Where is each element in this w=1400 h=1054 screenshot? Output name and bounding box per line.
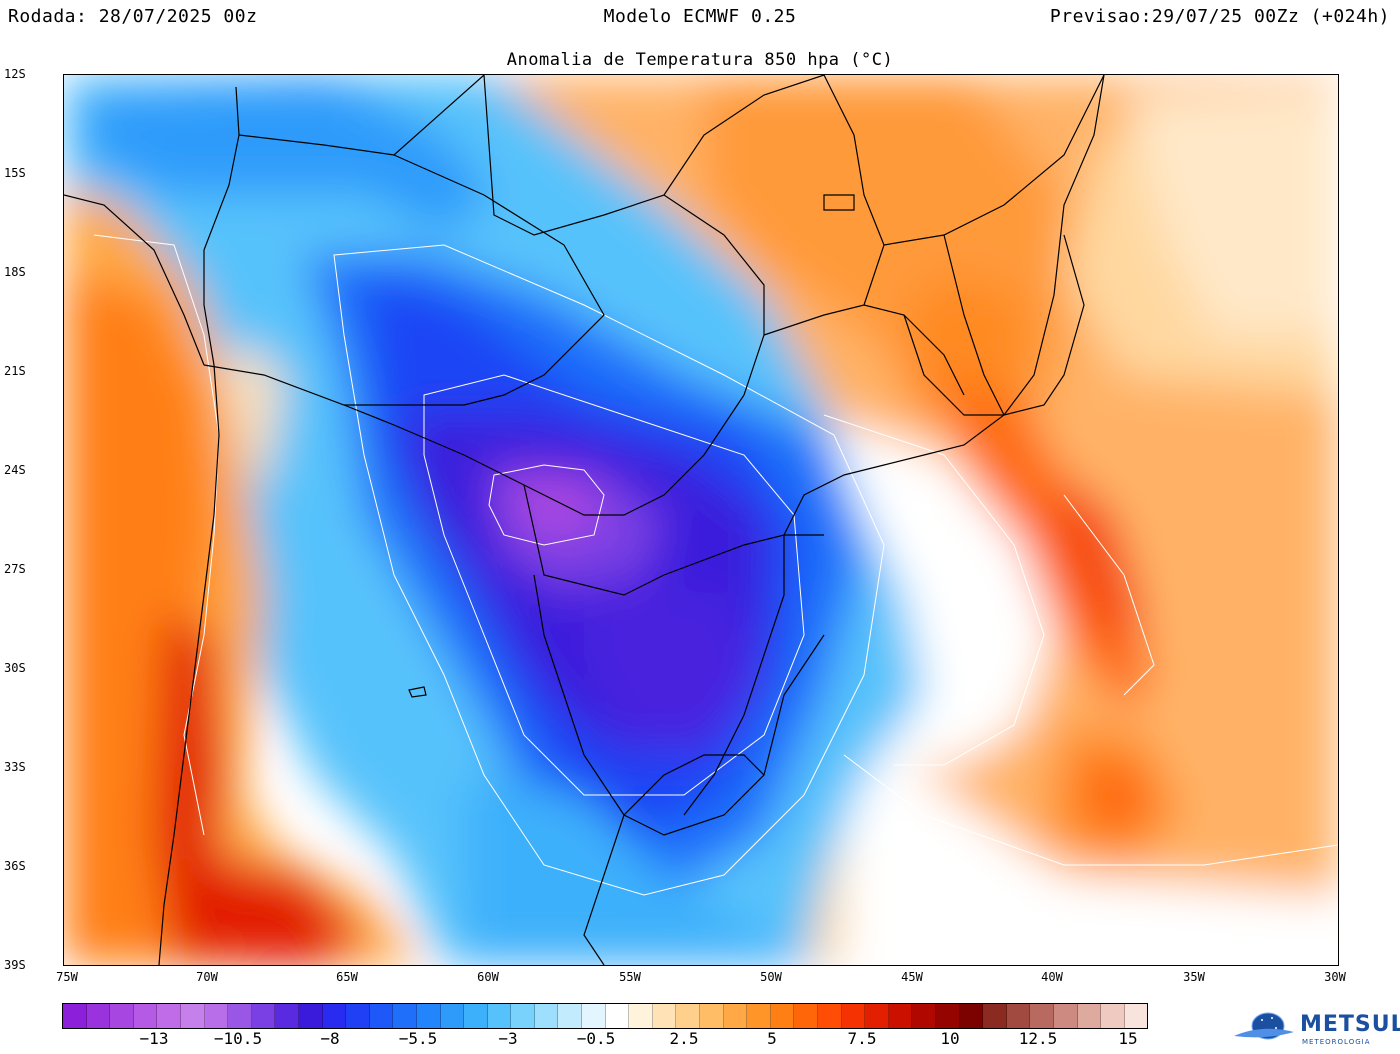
lat-label: 24S	[4, 463, 26, 477]
color-scale-swatch	[346, 1004, 370, 1028]
color-scale-swatch	[416, 1004, 441, 1028]
lat-label: 27S	[4, 562, 26, 576]
color-scale-label: −3	[498, 1029, 518, 1048]
color-scale-label: −5.5	[398, 1029, 438, 1048]
color-scale-label: −8	[320, 1029, 340, 1048]
logo-name: METSUL	[1300, 1012, 1400, 1037]
color-scale-swatch	[440, 1004, 465, 1028]
color-scale-swatch	[629, 1004, 653, 1028]
color-scale-swatch	[464, 1004, 488, 1028]
color-scale-swatch	[110, 1004, 134, 1028]
color-scale-swatch	[747, 1004, 771, 1028]
color-scale-swatch	[700, 1004, 724, 1028]
color-scale-swatch	[983, 1004, 1007, 1028]
color-scale-swatch	[723, 1004, 748, 1028]
color-scale-swatch	[63, 1004, 87, 1028]
color-scale-swatch	[935, 1004, 960, 1028]
anomaly-field	[64, 75, 1338, 965]
color-scale-swatch	[86, 1004, 111, 1028]
lon-label: 50W	[760, 970, 782, 984]
lat-label: 36S	[4, 859, 26, 873]
color-scale-swatch	[676, 1004, 701, 1028]
metsul-logo: METSUL METEOROLOGIA	[1232, 1010, 1400, 1050]
color-scale-swatch	[251, 1004, 276, 1028]
model-name-label: Modelo ECMWF 0.25	[603, 6, 797, 27]
color-scale-label: −13	[139, 1029, 169, 1048]
lon-label: 45W	[901, 970, 923, 984]
color-scale-swatch	[582, 1004, 606, 1028]
country-borders	[64, 75, 1105, 965]
color-scale-label: −0.5	[576, 1029, 616, 1048]
color-scale-swatch	[133, 1004, 158, 1028]
color-scale-swatch	[534, 1004, 559, 1028]
lon-label: 40W	[1041, 970, 1063, 984]
color-scale-swatch	[511, 1004, 535, 1028]
color-scale-swatch	[322, 1004, 347, 1028]
color-scale-swatch	[1030, 1004, 1054, 1028]
color-scale-swatch	[818, 1004, 842, 1028]
logo-subtitle: METEOROLOGIA	[1302, 1038, 1371, 1046]
color-scale-swatch	[228, 1004, 252, 1028]
lon-label: 60W	[477, 970, 499, 984]
color-scale-swatch	[487, 1004, 512, 1028]
color-scale-swatch	[275, 1004, 299, 1028]
lat-label: 39S	[4, 958, 26, 972]
color-scale-swatch	[1053, 1004, 1078, 1028]
color-scale-swatch	[888, 1004, 913, 1028]
lon-label: 70W	[196, 970, 218, 984]
color-scale-label: −10.5	[213, 1029, 263, 1048]
forecast-time-label: Previsao:29/07/25 00Zz (+024h)	[1049, 6, 1390, 27]
map-title: Anomalia de Temperatura 850 hpa (°C)	[506, 50, 894, 70]
lat-label: 15S	[4, 166, 26, 180]
anomaly-map-canvas	[64, 75, 1338, 965]
color-scale-swatch	[1101, 1004, 1125, 1028]
color-scale-swatch	[393, 1004, 417, 1028]
color-scale-swatch	[770, 1004, 795, 1028]
lon-label: 65W	[336, 970, 358, 984]
color-scale-label: 15	[1118, 1029, 1138, 1048]
color-scale-swatch	[157, 1004, 181, 1028]
color-scale-label: 12.5	[1018, 1029, 1058, 1048]
color-scale-swatch	[1124, 1004, 1148, 1028]
color-scale-swatch	[1006, 1004, 1031, 1028]
color-scale-label: 7.5	[847, 1029, 877, 1048]
anomaly-map	[63, 74, 1339, 966]
color-scale-swatch	[180, 1004, 205, 1028]
lat-label: 12S	[4, 67, 26, 81]
lon-label: 35W	[1183, 970, 1205, 984]
color-scale-swatch	[204, 1004, 229, 1028]
color-scale-swatch	[369, 1004, 394, 1028]
color-scale-swatch	[865, 1004, 889, 1028]
anomaly-contours	[93, 234, 1338, 896]
color-scale-swatch	[841, 1004, 866, 1028]
run-date-label: Rodada: 28/07/2025 00z	[8, 6, 258, 27]
color-scale-swatch	[652, 1004, 677, 1028]
color-scale-swatch	[959, 1004, 984, 1028]
lat-label: 30S	[4, 661, 26, 675]
color-scale-swatch	[298, 1004, 323, 1028]
color-scale-bar	[62, 1003, 1148, 1029]
color-scale-swatch	[1077, 1004, 1102, 1028]
color-scale-label: 2.5	[669, 1029, 699, 1048]
lat-label: 18S	[4, 265, 26, 279]
color-scale-label: 10	[940, 1029, 960, 1048]
lon-label: 30W	[1324, 970, 1346, 984]
lat-label: 21S	[4, 364, 26, 378]
color-scale-swatch	[912, 1004, 936, 1028]
globe-icon	[1234, 1012, 1294, 1040]
lon-label: 75W	[56, 970, 78, 984]
color-scale-swatch	[794, 1004, 818, 1028]
color-scale-label: 5	[767, 1029, 777, 1048]
color-scale-swatch	[605, 1004, 630, 1028]
color-scale-swatch	[558, 1004, 583, 1028]
lat-label: 33S	[4, 760, 26, 774]
lon-label: 55W	[619, 970, 641, 984]
